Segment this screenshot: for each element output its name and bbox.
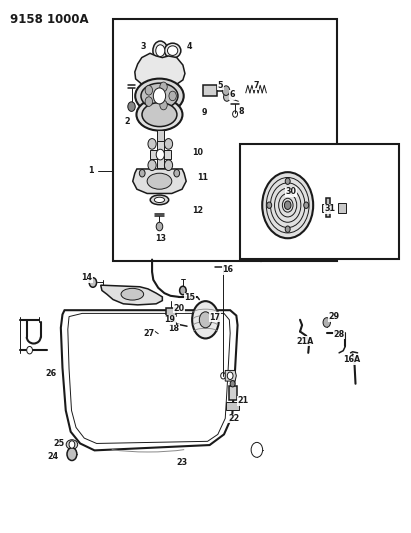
Circle shape: [156, 149, 164, 160]
Circle shape: [128, 102, 135, 111]
Text: 21: 21: [238, 397, 249, 405]
Ellipse shape: [66, 440, 78, 449]
Circle shape: [285, 178, 290, 184]
Circle shape: [164, 160, 173, 171]
Circle shape: [153, 88, 166, 104]
Circle shape: [145, 97, 152, 107]
Text: 10: 10: [192, 148, 203, 157]
Circle shape: [267, 202, 272, 208]
Text: 13: 13: [155, 235, 166, 243]
Circle shape: [180, 286, 186, 295]
Circle shape: [199, 312, 212, 328]
Ellipse shape: [168, 46, 178, 55]
Text: 5: 5: [218, 81, 223, 90]
Bar: [322, 204, 326, 212]
Text: 6: 6: [229, 91, 235, 99]
Circle shape: [69, 441, 75, 448]
Bar: [113, 19, 337, 261]
Text: 11: 11: [197, 173, 208, 182]
Text: 31: 31: [325, 205, 336, 213]
Circle shape: [222, 86, 230, 95]
Circle shape: [164, 139, 173, 149]
Ellipse shape: [141, 83, 178, 109]
Circle shape: [89, 278, 97, 287]
Text: 8: 8: [238, 108, 244, 116]
Text: 1: 1: [88, 166, 94, 175]
Bar: [229, 386, 237, 400]
Text: 3: 3: [141, 43, 146, 51]
Bar: [157, 141, 164, 168]
Circle shape: [27, 346, 32, 354]
Ellipse shape: [142, 102, 177, 126]
Text: 14: 14: [81, 273, 92, 282]
Circle shape: [262, 172, 313, 238]
Text: 15: 15: [184, 293, 195, 302]
Ellipse shape: [135, 78, 184, 114]
Text: 12: 12: [192, 206, 203, 214]
Circle shape: [174, 169, 180, 177]
Circle shape: [227, 372, 233, 379]
Text: 4: 4: [187, 43, 192, 51]
Bar: [326, 198, 330, 217]
Circle shape: [145, 85, 152, 95]
Ellipse shape: [164, 43, 181, 58]
Text: 28: 28: [333, 330, 344, 338]
Circle shape: [160, 100, 167, 110]
Text: 22: 22: [229, 414, 240, 423]
Text: 2: 2: [124, 117, 130, 126]
Ellipse shape: [136, 99, 182, 131]
Text: 21A: 21A: [296, 337, 313, 345]
Bar: [166, 308, 176, 316]
Text: 26: 26: [45, 369, 56, 377]
Ellipse shape: [121, 288, 144, 300]
Text: 18: 18: [169, 325, 180, 333]
Text: 27: 27: [143, 329, 154, 338]
Circle shape: [160, 82, 167, 92]
Circle shape: [251, 442, 263, 457]
Text: 23: 23: [177, 458, 188, 466]
Bar: [226, 402, 239, 410]
Bar: [240, 144, 399, 259]
Circle shape: [285, 226, 290, 232]
Text: 7: 7: [253, 81, 259, 90]
Ellipse shape: [150, 195, 169, 205]
Text: 9158 1000A: 9158 1000A: [10, 13, 89, 26]
Circle shape: [148, 160, 156, 171]
Text: 25: 25: [53, 439, 65, 448]
Polygon shape: [225, 370, 236, 381]
Bar: [203, 85, 217, 96]
Text: 30: 30: [286, 188, 297, 196]
Bar: [338, 203, 346, 213]
Circle shape: [224, 93, 230, 101]
Text: 16A: 16A: [343, 356, 360, 364]
Circle shape: [148, 139, 156, 149]
Text: 16: 16: [222, 265, 233, 274]
Polygon shape: [133, 169, 186, 193]
Circle shape: [323, 318, 330, 327]
Ellipse shape: [155, 197, 164, 203]
Circle shape: [304, 202, 309, 208]
Text: 19: 19: [164, 316, 175, 324]
Circle shape: [284, 201, 291, 209]
Polygon shape: [135, 53, 185, 86]
Text: 20: 20: [173, 304, 185, 312]
Text: 9: 9: [201, 109, 207, 117]
Text: 24: 24: [47, 453, 58, 461]
Circle shape: [156, 45, 165, 56]
Circle shape: [230, 381, 235, 387]
Text: 29: 29: [328, 312, 339, 321]
Text: 17: 17: [210, 313, 221, 321]
Circle shape: [156, 222, 163, 231]
Polygon shape: [101, 285, 162, 305]
Circle shape: [67, 448, 77, 461]
Circle shape: [139, 169, 145, 177]
Circle shape: [169, 91, 176, 101]
Circle shape: [153, 41, 168, 60]
Ellipse shape: [192, 301, 219, 338]
Bar: [150, 150, 171, 159]
Ellipse shape: [147, 173, 172, 189]
Bar: [157, 130, 164, 149]
